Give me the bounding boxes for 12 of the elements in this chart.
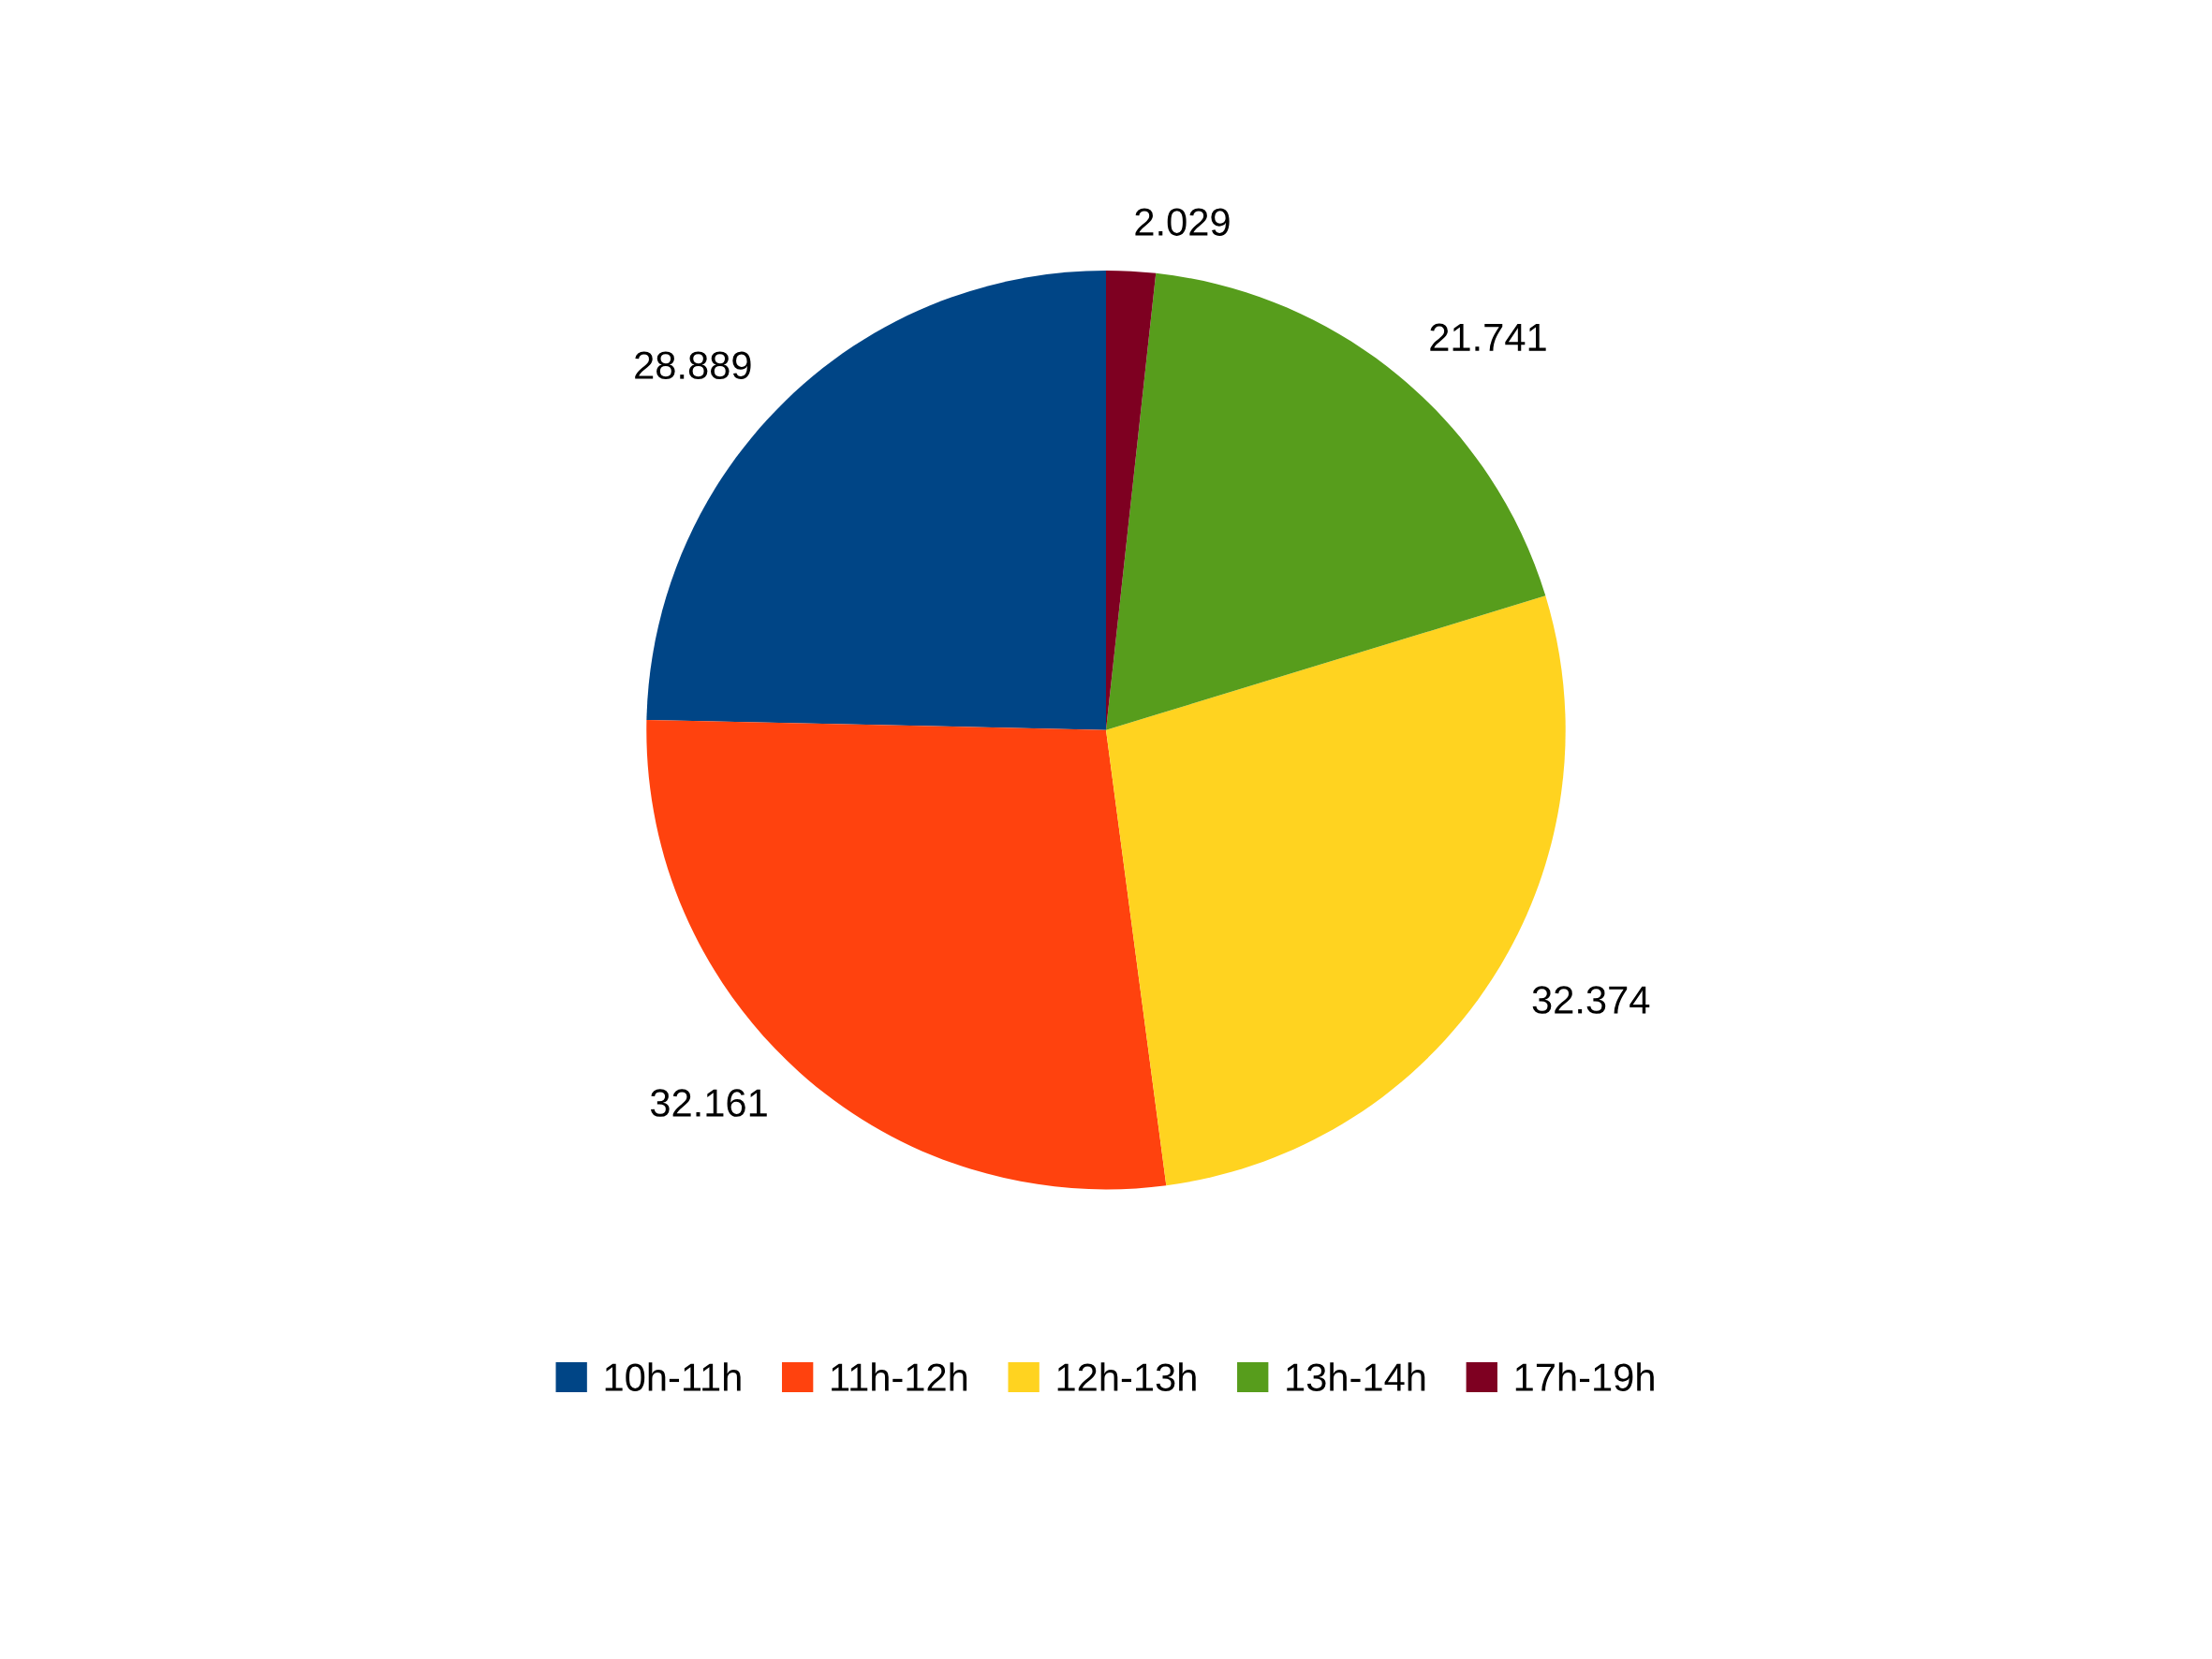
legend-label: 10h-11h (605, 1362, 741, 1391)
data-label: 28.889 (635, 351, 751, 380)
legend-label: 13h-14h (1287, 1362, 1425, 1391)
pie-slice (646, 719, 1167, 1190)
legend-label: 12h-13h (1057, 1362, 1196, 1391)
data-label: 32.161 (650, 1089, 767, 1117)
data-label: 32.374 (1532, 986, 1650, 1014)
legend-label: 17h-19h (1515, 1362, 1654, 1391)
data-label: 21.741 (1430, 323, 1546, 351)
data-label: 2.029 (1135, 208, 1230, 236)
pie-slice (1106, 272, 1546, 730)
legend-label: 11h-12h (832, 1362, 967, 1391)
